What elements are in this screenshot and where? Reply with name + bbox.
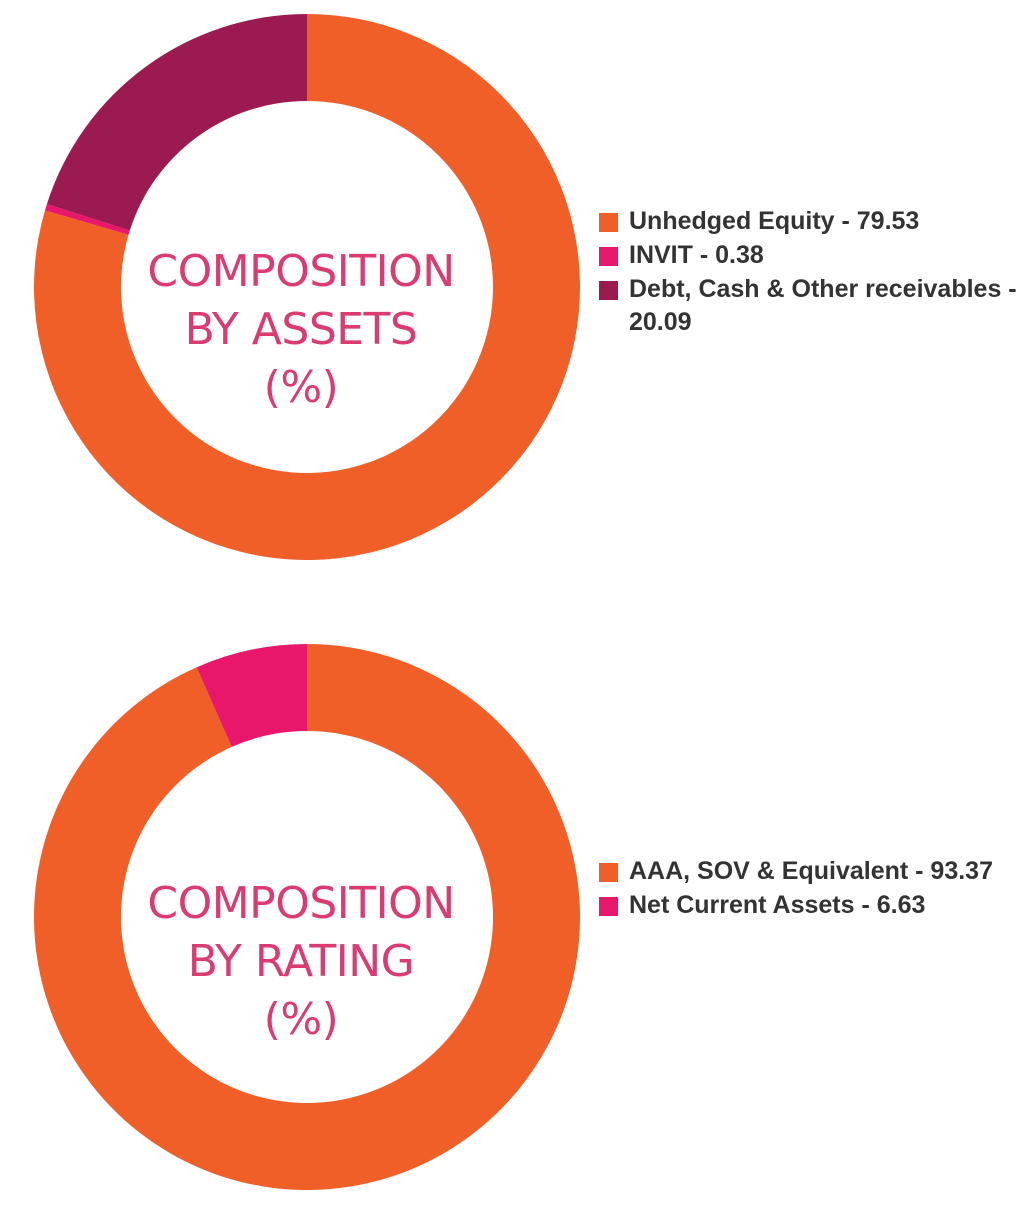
donut-slice-debt-cash-and-other-receivables (46, 14, 307, 231)
center-label-rating: COMPOSITION BY RATING (%) (120, 875, 482, 1049)
donut-slice-unhedged-equity (34, 14, 580, 560)
legend-item: AAA, SOV & Equivalent - 93.37 (598, 855, 1028, 888)
legend-item: Unhedged Equity - 79.53 (598, 205, 1028, 238)
donut-chart-assets (34, 14, 580, 560)
center-label-line: BY ASSETS (184, 304, 418, 355)
legend-swatch (599, 247, 618, 266)
legend-swatch (599, 863, 618, 882)
center-label-line: BY RATING (187, 936, 415, 987)
center-label-line: COMPOSITION (147, 878, 455, 929)
legend-item: Debt, Cash & Other receivables - 20.09 (598, 273, 1028, 339)
chart-composition-by-rating: COMPOSITION BY RATING (%) AAA, SOV & Equ… (0, 630, 1030, 1230)
center-label-line: (%) (263, 994, 339, 1045)
legend-swatch (599, 281, 618, 300)
legend-label: INVIT - 0.38 (629, 241, 764, 269)
center-label-assets: COMPOSITION BY ASSETS (%) (120, 243, 482, 417)
legend-rating: AAA, SOV & Equivalent - 93.37 Net Curren… (598, 855, 1028, 923)
donut-slice-net-current-assets (196, 644, 307, 747)
center-label-line: (%) (263, 362, 339, 413)
legend-item: INVIT - 0.38 (598, 239, 1028, 272)
donut-slice-aaa-sov-and-equivalent (33, 644, 580, 1190)
legend-swatch (599, 897, 618, 916)
legend-assets: Unhedged Equity - 79.53 INVIT - 0.38 Deb… (598, 205, 1028, 340)
legend-label: Debt, Cash & Other receivables - 20.09 (629, 275, 1017, 336)
legend-label: Unhedged Equity - 79.53 (629, 207, 920, 235)
legend-item: Net Current Assets - 6.63 (598, 889, 1028, 922)
legend-label: Net Current Assets - 6.63 (629, 891, 926, 919)
legend-label: AAA, SOV & Equivalent - 93.37 (629, 857, 993, 885)
center-label-line: COMPOSITION (147, 246, 455, 297)
donut-chart-rating (33, 644, 580, 1190)
donut-slice-invit (44, 204, 130, 235)
chart-composition-by-assets: COMPOSITION BY ASSETS (%) Unhedged Equit… (0, 0, 1030, 600)
legend-swatch (599, 213, 618, 232)
